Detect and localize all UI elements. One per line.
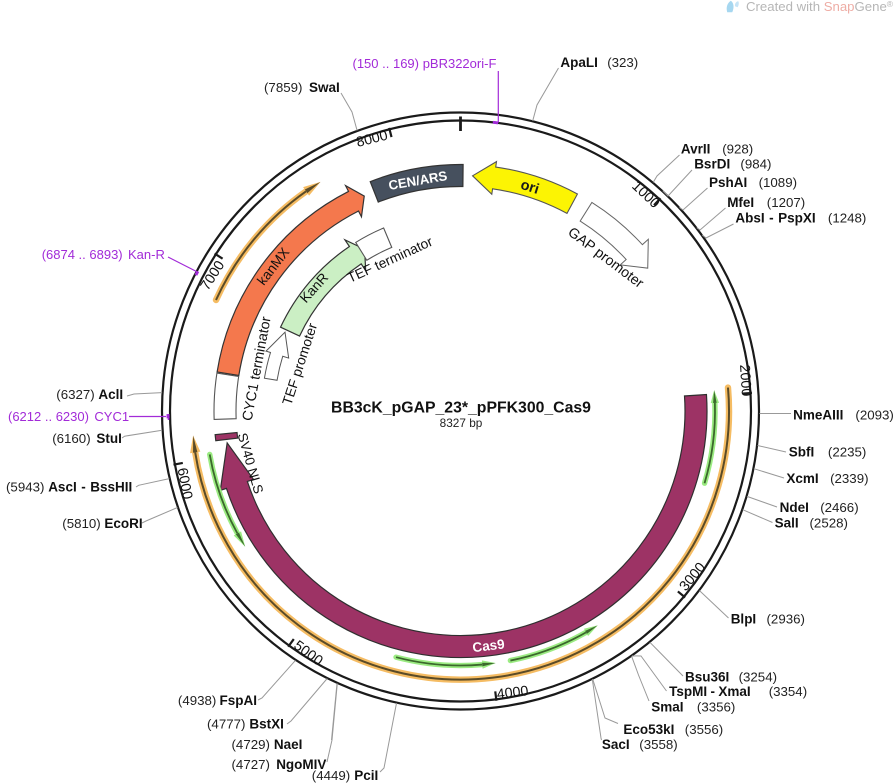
svg-text:(2339): (2339) [830, 471, 868, 486]
svg-text:Cas9: Cas9 [472, 636, 506, 655]
svg-text:(1207): (1207) [767, 195, 805, 210]
svg-text:AvrII: AvrII [681, 142, 711, 157]
svg-text:PciI: PciI [354, 768, 378, 783]
svg-text:SmaI: SmaI [651, 700, 683, 715]
svg-text:BstXI: BstXI [249, 717, 284, 732]
svg-text:(4729): (4729) [232, 737, 270, 752]
svg-text:(6212 .. 6230): (6212 .. 6230) [8, 409, 89, 424]
svg-text:(2093): (2093) [855, 408, 893, 423]
svg-text:StuI: StuI [96, 431, 122, 446]
svg-text:NgoMIV: NgoMIV [276, 757, 326, 772]
svg-text:PshAI: PshAI [709, 175, 747, 190]
svg-text:TspMI - XmaI: TspMI - XmaI [669, 684, 751, 699]
svg-text:(4777): (4777) [207, 717, 245, 732]
svg-text:(5810): (5810) [62, 516, 100, 531]
svg-text:8000: 8000 [355, 128, 390, 151]
svg-text:MfeI: MfeI [727, 195, 754, 210]
svg-text:BlpI: BlpI [731, 612, 757, 627]
svg-text:(5943): (5943) [6, 480, 44, 495]
svg-text:CYC1: CYC1 [94, 409, 129, 424]
svg-text:Eco53kI: Eco53kI [623, 722, 674, 737]
svg-text:(4727): (4727) [232, 757, 270, 772]
svg-text:(1248): (1248) [828, 211, 866, 226]
svg-text:(984): (984) [740, 157, 771, 172]
svg-text:(3354): (3354) [769, 684, 807, 699]
svg-text:FspAI: FspAI [220, 693, 258, 708]
svg-text:8327 bp: 8327 bp [440, 416, 483, 430]
svg-text:(6160): (6160) [52, 431, 90, 446]
svg-text:SalI: SalI [775, 516, 799, 531]
svg-text:(323): (323) [607, 55, 638, 70]
svg-text:(7859): (7859) [264, 80, 302, 95]
svg-text:(150 .. 169): (150 .. 169) [353, 56, 420, 71]
svg-text:4000: 4000 [496, 683, 530, 703]
svg-text:NmeAIII: NmeAIII [793, 408, 843, 423]
svg-text:AclI: AclI [98, 387, 123, 402]
svg-text:AscI - BssHII: AscI - BssHII [48, 480, 132, 495]
svg-text:(4938): (4938) [178, 693, 216, 708]
svg-text:(3254): (3254) [739, 670, 777, 685]
svg-text:AbsI - PspXI: AbsI - PspXI [735, 211, 815, 226]
svg-text:2000: 2000 [736, 364, 754, 397]
svg-text:Kan-R: Kan-R [128, 247, 165, 262]
svg-text:BB3cK_pGAP_23*_pPFK300_Cas9: BB3cK_pGAP_23*_pPFK300_Cas9 [331, 400, 591, 417]
svg-text:ori: ori [519, 177, 541, 198]
svg-text:(2235): (2235) [828, 445, 866, 460]
svg-text:ApaLI: ApaLI [560, 55, 598, 70]
svg-text:(3558): (3558) [639, 737, 677, 752]
svg-text:SbfI: SbfI [789, 445, 815, 460]
svg-text:SacI: SacI [602, 737, 630, 752]
svg-text:NaeI: NaeI [274, 737, 303, 752]
svg-text:(6327): (6327) [56, 387, 94, 402]
svg-text:(3356): (3356) [697, 700, 735, 715]
svg-text:BsrDI: BsrDI [694, 157, 730, 172]
svg-text:(2466): (2466) [820, 500, 858, 515]
svg-text:EcoRI: EcoRI [104, 516, 142, 531]
svg-text:(4449): (4449) [312, 768, 350, 783]
svg-text:(2528): (2528) [810, 516, 848, 531]
svg-text:SwaI: SwaI [309, 80, 340, 95]
svg-text:Created with SnapGene®: Created with SnapGene® [746, 0, 894, 14]
svg-text:(1089): (1089) [759, 175, 797, 190]
svg-text:Bsu36I: Bsu36I [685, 670, 729, 685]
svg-text:6000: 6000 [174, 467, 196, 501]
svg-text:(6874 .. 6893): (6874 .. 6893) [42, 247, 123, 262]
svg-text:(2936): (2936) [767, 612, 805, 627]
svg-text:pBR322ori-F: pBR322ori-F [423, 56, 497, 71]
svg-text:NdeI: NdeI [780, 500, 809, 515]
svg-text:(3556): (3556) [685, 722, 723, 737]
svg-text:XcmI: XcmI [786, 471, 818, 486]
svg-text:(928): (928) [722, 142, 753, 157]
